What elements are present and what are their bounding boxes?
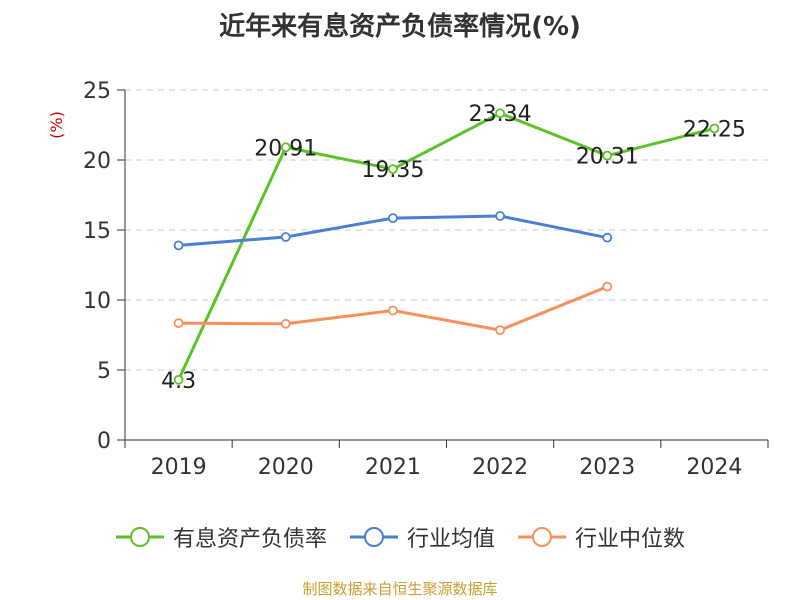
chart-title: 近年来有息资产负债率情况(%) (219, 12, 581, 42)
data-point (709, 123, 720, 134)
data-label: 23.34 (469, 102, 532, 127)
data-label: 20.91 (254, 136, 317, 161)
data-point (602, 150, 613, 161)
data-point (495, 325, 505, 336)
legend: 有息资产负债率 行业均值 行业中位数 (0, 520, 800, 554)
y-tick-label: 25 (83, 79, 111, 104)
data-labels: 4.3 20.91 19.35 23.34 20.31 22.25 (161, 102, 746, 394)
legend-marker (532, 527, 552, 547)
y-tick-label: 0 (97, 429, 111, 454)
y-axis-label: (%) (47, 111, 66, 139)
legend-label: 行业中位数 (575, 527, 686, 552)
series-line-1 (177, 111, 715, 381)
data-point (173, 240, 184, 251)
data-point (495, 211, 505, 221)
y-tick-label: 5 (97, 359, 111, 384)
data-point (602, 232, 613, 243)
data-point (173, 318, 184, 329)
legend-swatch (349, 527, 398, 547)
gridlines (125, 89, 768, 371)
x-tick-label: 2022 (472, 455, 528, 480)
legend-item[interactable]: 行业均值 (349, 521, 495, 553)
data-point (388, 164, 398, 175)
data-point (388, 213, 398, 224)
data-point (495, 108, 505, 119)
data-point (280, 318, 291, 329)
legend-swatch (115, 527, 164, 547)
data-point (280, 142, 291, 153)
data-label: 4.3 (161, 369, 196, 394)
legend-item[interactable]: 行业中位数 (517, 521, 685, 553)
data-label: 20.31 (576, 145, 639, 170)
data-point (602, 281, 613, 292)
legend-marker (363, 527, 384, 547)
data-point (173, 374, 184, 385)
data-point (388, 305, 398, 316)
x-tick-label: 2023 (579, 455, 635, 480)
legend-label: 有息资产负债率 (172, 527, 327, 552)
y-tick-label: 20 (83, 149, 111, 174)
legend-marker (129, 527, 150, 547)
x-tick-label: 2024 (686, 455, 742, 480)
data-point (280, 232, 291, 242)
legend-item[interactable]: 有息资产负债率 (115, 521, 327, 553)
series (173, 108, 720, 385)
data-label: 19.35 (361, 158, 424, 183)
x-tick-label: 2021 (365, 455, 421, 480)
legend-label: 行业均值 (406, 527, 495, 552)
source-note: 制图数据来自恒生聚源数据库 (302, 580, 498, 598)
data-label: 22.25 (683, 118, 746, 143)
x-tick-label: 2020 (258, 455, 314, 480)
y-tick-label: 10 (83, 289, 111, 314)
axes: 0 5 10 15 20 25 2019 2020 2021 2022 2023 2024 (83, 79, 769, 480)
y-tick-label: 15 (83, 219, 111, 244)
x-tick-label: 2019 (151, 455, 207, 480)
legend-swatch (518, 527, 566, 547)
